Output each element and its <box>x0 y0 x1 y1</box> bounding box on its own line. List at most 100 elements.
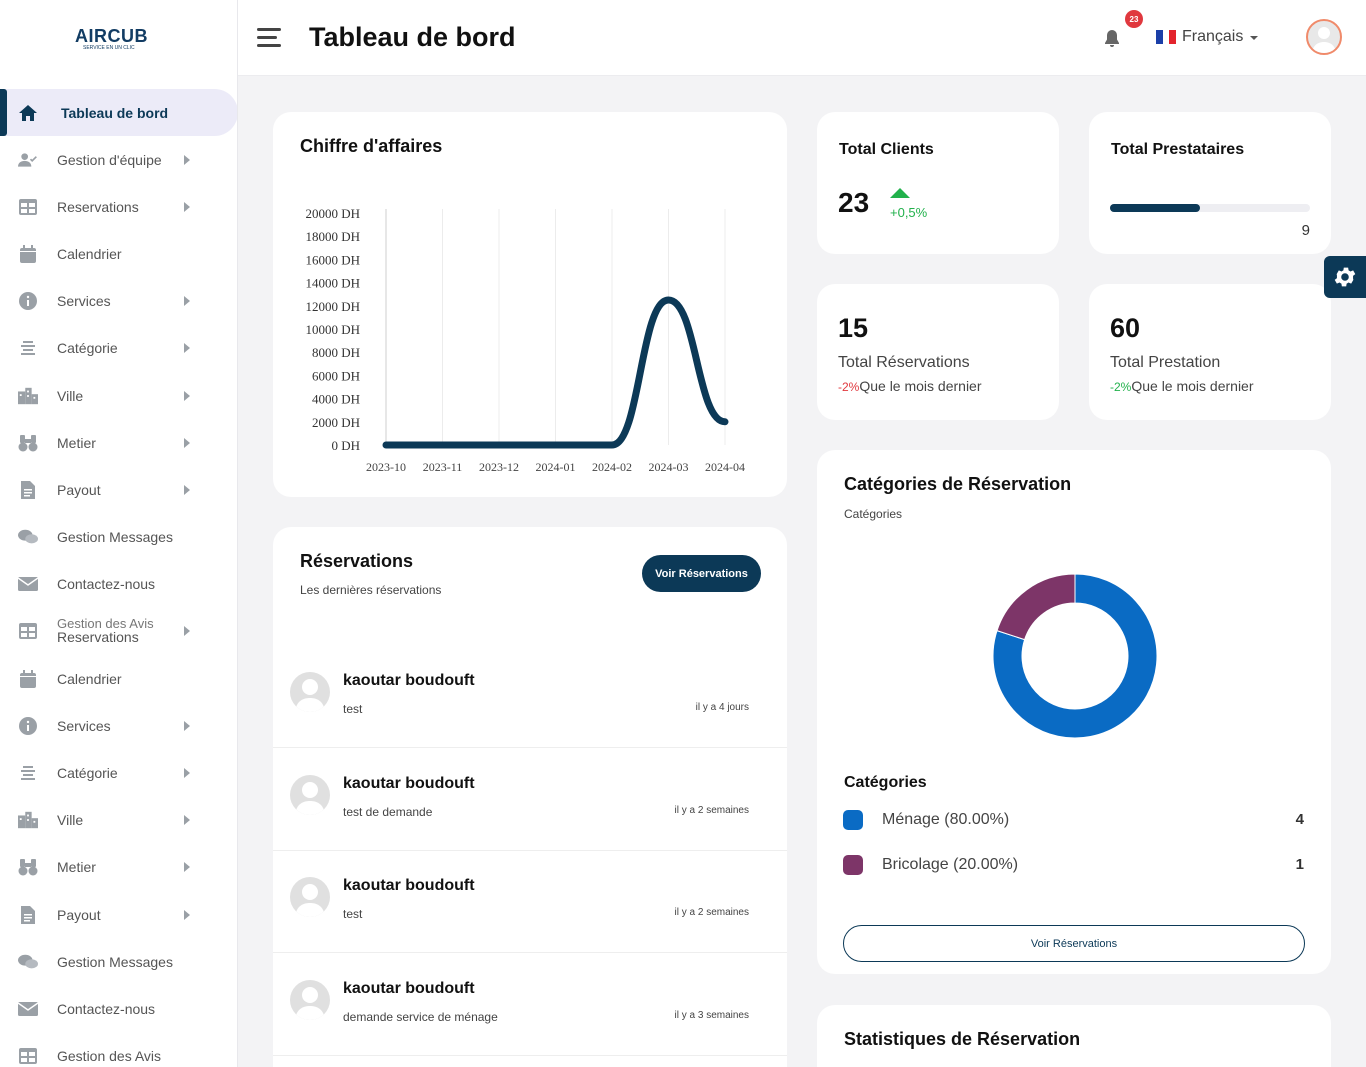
donut-slice[interactable] <box>996 573 1076 641</box>
legend-swatch <box>843 855 863 875</box>
sidebar-item-0[interactable]: Tableau de bord <box>0 89 237 136</box>
sidebar-item-11[interactable]: Gestion des Avis Reservations <box>0 608 237 655</box>
total-clients-card: Total Clients 23 +0,5% <box>817 112 1059 254</box>
city-icon <box>18 811 38 829</box>
revenue-chart: 0 DH 2000 DH 4000 DH 6000 DH 8000 DH 10000 DH… <box>305 206 745 474</box>
topbar: Tableau de bord 23 Français <box>238 0 1366 76</box>
chart-x-tick-label: 2023-11 <box>423 460 463 474</box>
file-icon <box>18 480 38 499</box>
sidebar-item-17[interactable]: Payout <box>0 891 237 938</box>
reservation-client-name: kaoutar boudouft <box>343 980 475 997</box>
chat-icon <box>18 953 38 971</box>
chevron-right-icon <box>184 296 190 307</box>
binoculars-icon <box>18 434 38 452</box>
table-icon <box>18 622 38 640</box>
sidebar-item-8[interactable]: Payout <box>0 466 237 513</box>
menu-toggle-icon[interactable] <box>257 28 281 48</box>
calendar-icon <box>18 669 38 688</box>
trend-up-icon <box>890 188 910 198</box>
legend-count: 1 <box>1295 856 1304 873</box>
sidebar-item-9[interactable]: Gestion Messages <box>0 514 237 561</box>
sidebar-item-label: Reservations <box>57 629 139 646</box>
chevron-right-icon <box>184 862 190 873</box>
sidebar-item-18[interactable]: Gestion Messages <box>0 938 237 985</box>
donut-slice[interactable] <box>992 573 1158 739</box>
chart-x-tick-label: 2024-02 <box>592 460 632 474</box>
chevron-right-icon <box>184 768 190 779</box>
sidebar-item-16[interactable]: Metier <box>0 844 237 891</box>
settings-gear-button[interactable] <box>1324 256 1366 298</box>
reservation-list-item[interactable]: kaoutar boudouft demande service de ménag… <box>273 953 787 1056</box>
sidebar-item-label: Contactez-nous <box>57 1000 156 1017</box>
reservations-subtitle: Les dernières réservations <box>300 583 442 597</box>
chat-icon <box>18 528 38 546</box>
chevron-right-icon <box>184 720 190 731</box>
city-icon <box>18 387 38 405</box>
revenue-card: Chiffre d'affaires 0 DH 2000 DH 4000 DH 600… <box>273 112 787 497</box>
chart-y-tick-label: 16000 DH <box>305 252 360 267</box>
categories-subtitle: Catégories <box>844 507 903 521</box>
reservation-list-item[interactable]: kaoutar boudouft test il y a 4 jours <box>273 645 787 748</box>
list-icon <box>18 764 38 782</box>
chevron-down-icon[interactable] <box>1250 36 1258 40</box>
sidebar-item-label: Reservations <box>57 198 139 215</box>
reservation-description: test <box>343 702 363 716</box>
france-flag-icon[interactable] <box>1156 30 1177 44</box>
brand-logo[interactable]: AIRCUB SERVICE EN UN CLIC <box>75 26 155 52</box>
sidebar-item-7[interactable]: Metier <box>0 419 237 466</box>
total-reservations-card: 15 Total Réservations -2%Que le mois der… <box>817 284 1059 420</box>
sidebar-menu: Tableau de bord Gestion d'équipe Reservati… <box>0 89 237 1067</box>
total-prestation-change: -2% <box>1110 380 1132 394</box>
voir-reservations-categories-button[interactable]: Voir Réservations <box>843 925 1305 962</box>
legend-swatch <box>843 810 863 830</box>
chart-y-tick-label: 4000 DH <box>312 392 360 407</box>
sidebar-item-10[interactable]: Contactez-nous <box>0 561 237 608</box>
sidebar-item-5[interactable]: Catégorie <box>0 325 237 372</box>
total-reservations-change-row: -2%Que le mois dernier <box>838 378 982 394</box>
chevron-right-icon <box>184 343 190 354</box>
chart-y-tick-label: 8000 DH <box>312 345 360 360</box>
reservations-card: Réservations Les dernières réservations … <box>273 527 787 1067</box>
chevron-right-icon <box>184 437 190 448</box>
sidebar-item-15[interactable]: Ville <box>0 797 237 844</box>
reservation-time: il y a 4 jours <box>695 702 749 713</box>
revenue-series-line <box>382 296 729 449</box>
gear-icon <box>1334 267 1356 287</box>
chart-x-tick-label: 2023-12 <box>479 460 519 474</box>
sidebar-item-label: Catégorie <box>57 765 118 782</box>
reservation-list-item[interactable]: kaoutar boudouft test de demande il y a 2 … <box>273 748 787 851</box>
total-prestation-change-row: -2%Que le mois dernier <box>1110 378 1254 394</box>
chart-y-tick-label: 0 DH <box>331 438 360 453</box>
total-reservations-suffix: Que le mois dernier <box>859 378 982 394</box>
total-prestataires-card: Total Prestataires 9 <box>1089 112 1331 254</box>
sidebar-item-label: Metier <box>57 859 96 876</box>
sidebar-item-20[interactable]: Gestion des Avis <box>0 1033 237 1067</box>
language-selector[interactable]: Français <box>1182 28 1244 45</box>
sidebar-item-3[interactable]: Calendrier <box>0 230 237 277</box>
sidebar-item-12[interactable]: Calendrier <box>0 655 237 702</box>
categories-legend-title: Catégories <box>844 774 927 791</box>
user-check-icon <box>18 151 38 169</box>
avatar <box>290 775 330 815</box>
sidebar-item-1[interactable]: Gestion d'équipe <box>0 136 237 183</box>
reservation-description: test de demande <box>343 805 433 819</box>
user-avatar[interactable] <box>1306 19 1342 55</box>
calendar-icon <box>18 244 38 263</box>
sidebar-item-label: Services <box>57 717 111 734</box>
notification-bell-icon[interactable] <box>1100 27 1124 51</box>
reservation-list-item[interactable]: kaoutar boudouft test il y a 2 semaines <box>273 850 787 953</box>
sidebar-item-19[interactable]: Contactez-nous <box>0 985 237 1032</box>
binoculars-icon <box>18 858 38 876</box>
prestataires-progress-fill <box>1110 204 1200 212</box>
total-prestation-value: 60 <box>1110 313 1141 343</box>
sidebar-item-6[interactable]: Ville <box>0 372 237 419</box>
sidebar-item-2[interactable]: Reservations <box>0 183 237 230</box>
legend-count: 4 <box>1295 811 1304 828</box>
voir-reservations-button[interactable]: Voir Réservations <box>642 555 761 592</box>
home-icon <box>18 104 38 122</box>
sidebar-item-14[interactable]: Catégorie <box>0 749 237 796</box>
sidebar-item-13[interactable]: Services <box>0 702 237 749</box>
chart-x-tick-label: 2024-01 <box>536 460 576 474</box>
total-clients-value: 23 <box>838 187 870 218</box>
sidebar-item-4[interactable]: Services <box>0 278 237 325</box>
